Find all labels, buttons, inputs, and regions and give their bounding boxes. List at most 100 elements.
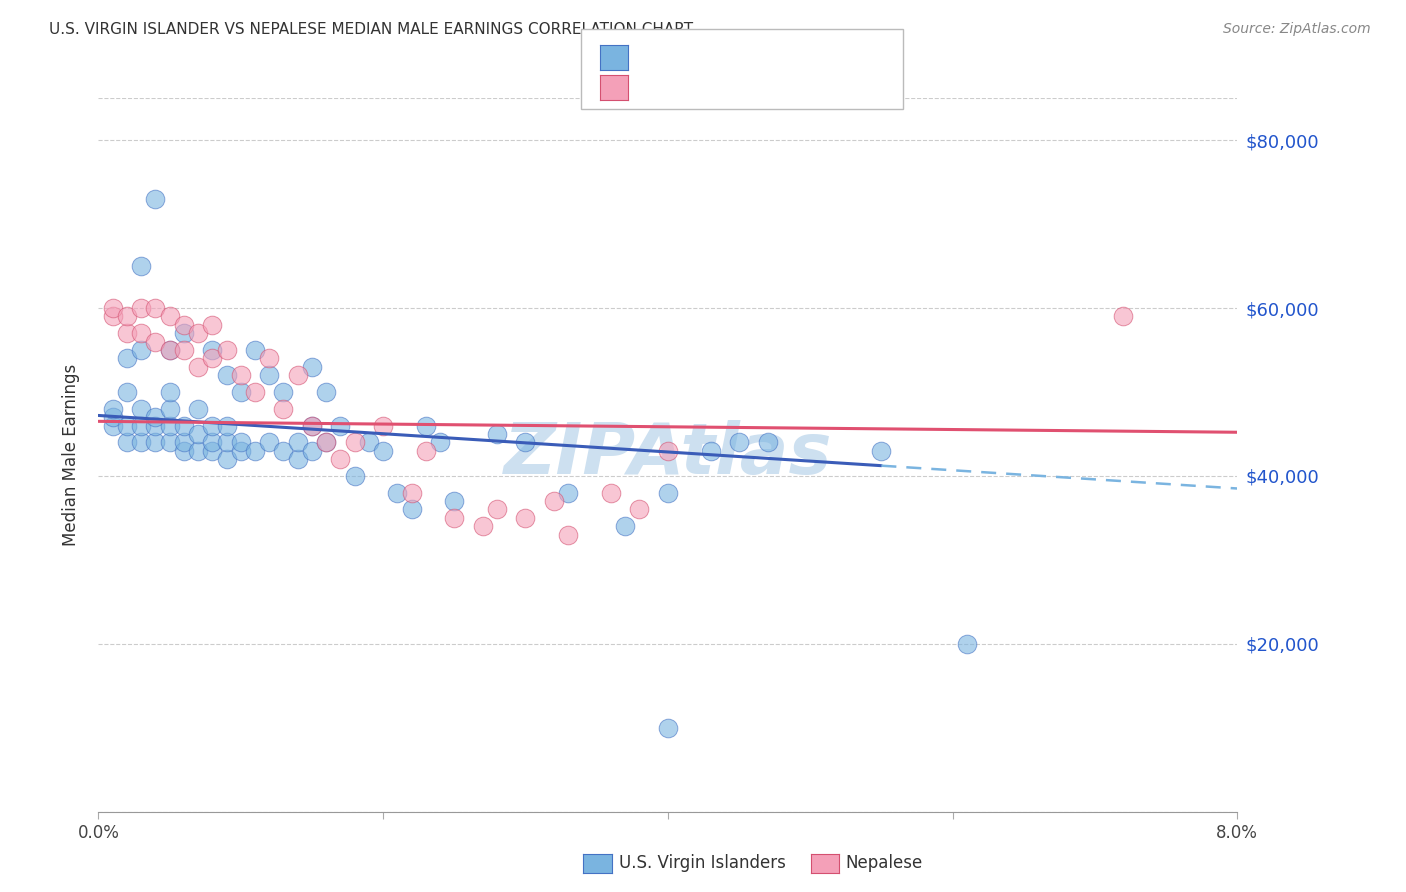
Point: [173, 326, 195, 341]
Point: [215, 368, 238, 383]
Point: [159, 401, 181, 416]
Point: [301, 418, 323, 433]
Point: [187, 426, 209, 441]
Text: Nepalese: Nepalese: [845, 855, 922, 872]
Point: [129, 343, 152, 357]
Point: [401, 502, 423, 516]
Point: [145, 410, 167, 425]
Point: [357, 435, 380, 450]
Point: [728, 435, 751, 450]
Text: -0.104: -0.104: [682, 49, 740, 67]
Point: [101, 401, 124, 416]
Point: [201, 443, 224, 458]
Text: ZIPAtlas: ZIPAtlas: [503, 420, 832, 490]
Point: [287, 368, 309, 383]
Point: [301, 418, 323, 433]
Point: [229, 368, 252, 383]
Point: [173, 443, 195, 458]
Point: [101, 418, 124, 433]
Point: [229, 435, 252, 450]
Point: [515, 511, 537, 525]
Point: [101, 301, 124, 315]
Point: [315, 435, 337, 450]
Point: [315, 435, 337, 450]
Point: [173, 418, 195, 433]
Point: [614, 519, 637, 533]
Point: [373, 443, 395, 458]
Point: [115, 384, 138, 399]
Point: [486, 426, 509, 441]
Point: [699, 443, 721, 458]
Point: [756, 435, 779, 450]
Point: [471, 519, 494, 533]
Point: [657, 721, 679, 735]
Point: [557, 527, 579, 541]
Point: [187, 326, 209, 341]
Point: [287, 452, 309, 467]
Point: [301, 443, 323, 458]
Point: [343, 469, 366, 483]
Point: [273, 401, 295, 416]
Text: 71: 71: [806, 49, 828, 67]
Point: [215, 343, 238, 357]
Point: [145, 192, 167, 206]
Point: [315, 384, 337, 399]
Point: [201, 418, 224, 433]
Point: [159, 343, 181, 357]
Point: [173, 318, 195, 332]
Text: U.S. Virgin Islanders: U.S. Virgin Islanders: [619, 855, 786, 872]
Point: [159, 418, 181, 433]
Point: [243, 443, 266, 458]
Text: U.S. VIRGIN ISLANDER VS NEPALESE MEDIAN MALE EARNINGS CORRELATION CHART: U.S. VIRGIN ISLANDER VS NEPALESE MEDIAN …: [49, 22, 693, 37]
Point: [243, 343, 266, 357]
Text: Source: ZipAtlas.com: Source: ZipAtlas.com: [1223, 22, 1371, 37]
Point: [115, 418, 138, 433]
Point: [259, 351, 281, 366]
Point: [129, 418, 152, 433]
Point: [145, 435, 167, 450]
Point: [657, 485, 679, 500]
Point: [229, 384, 252, 399]
Point: [259, 435, 281, 450]
Point: [301, 359, 323, 374]
Y-axis label: Median Male Earnings: Median Male Earnings: [62, 364, 80, 546]
Point: [201, 318, 224, 332]
Point: [273, 384, 295, 399]
Point: [129, 259, 152, 273]
Point: [201, 351, 224, 366]
Point: [870, 443, 893, 458]
Point: [273, 443, 295, 458]
Point: [173, 343, 195, 357]
Point: [129, 435, 152, 450]
Text: N =: N =: [755, 49, 807, 67]
Point: [215, 418, 238, 433]
Point: [115, 351, 138, 366]
Text: N =: N =: [755, 78, 807, 96]
Point: [145, 334, 167, 349]
Point: [1112, 310, 1135, 324]
Point: [259, 368, 281, 383]
Point: [159, 310, 181, 324]
Point: [187, 443, 209, 458]
Point: [329, 452, 352, 467]
Point: [101, 310, 124, 324]
Point: [129, 326, 152, 341]
Point: [628, 502, 651, 516]
Point: [101, 410, 124, 425]
Point: [515, 435, 537, 450]
Point: [145, 301, 167, 315]
Point: [229, 443, 252, 458]
Point: [443, 494, 465, 508]
Point: [443, 511, 465, 525]
Point: [115, 310, 138, 324]
Point: [187, 359, 209, 374]
Point: [215, 452, 238, 467]
Point: [159, 343, 181, 357]
Point: [129, 301, 152, 315]
Point: [173, 435, 195, 450]
Point: [159, 384, 181, 399]
Point: [657, 443, 679, 458]
Text: -0.027: -0.027: [682, 78, 740, 96]
Point: [243, 384, 266, 399]
Point: [329, 418, 352, 433]
